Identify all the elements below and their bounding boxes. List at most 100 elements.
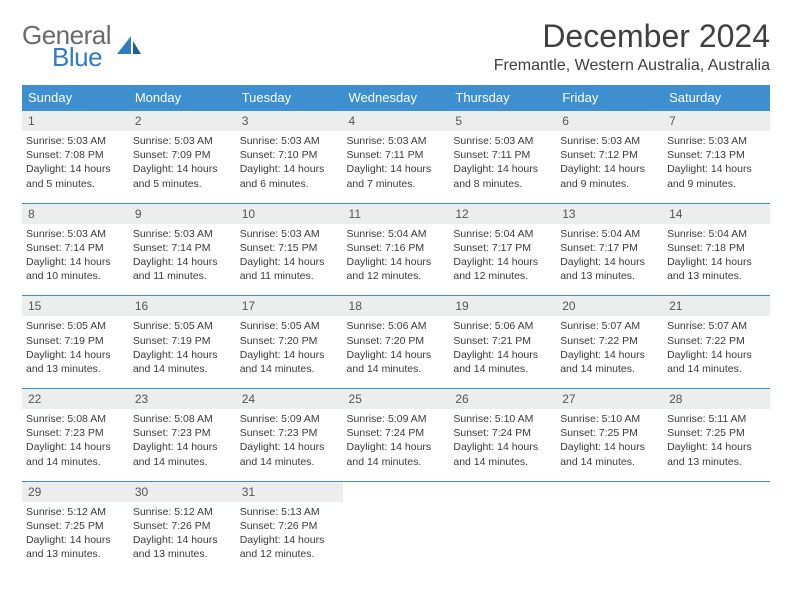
daylight-text: Daylight: 14 hours and 14 minutes. bbox=[347, 440, 446, 468]
day-body: Sunrise: 5:07 AMSunset: 7:22 PMDaylight:… bbox=[556, 316, 663, 388]
calendar-day-cell: 16Sunrise: 5:05 AMSunset: 7:19 PMDayligh… bbox=[129, 296, 236, 389]
sunset-text: Sunset: 7:22 PM bbox=[667, 334, 766, 348]
sunrise-text: Sunrise: 5:03 AM bbox=[240, 134, 339, 148]
day-number: 6 bbox=[556, 111, 663, 131]
sunset-text: Sunset: 7:10 PM bbox=[240, 148, 339, 162]
sunrise-text: Sunrise: 5:09 AM bbox=[240, 412, 339, 426]
day-body: Sunrise: 5:09 AMSunset: 7:23 PMDaylight:… bbox=[236, 409, 343, 481]
sunset-text: Sunset: 7:18 PM bbox=[667, 241, 766, 255]
sunset-text: Sunset: 7:22 PM bbox=[560, 334, 659, 348]
daylight-text: Daylight: 14 hours and 13 minutes. bbox=[667, 440, 766, 468]
sunrise-text: Sunrise: 5:05 AM bbox=[26, 319, 125, 333]
day-body: Sunrise: 5:10 AMSunset: 7:25 PMDaylight:… bbox=[556, 409, 663, 481]
sunrise-text: Sunrise: 5:03 AM bbox=[26, 227, 125, 241]
daylight-text: Daylight: 14 hours and 7 minutes. bbox=[347, 162, 446, 190]
calendar-day-cell: 8Sunrise: 5:03 AMSunset: 7:14 PMDaylight… bbox=[22, 203, 129, 296]
sunrise-text: Sunrise: 5:12 AM bbox=[26, 505, 125, 519]
calendar-day-cell: .... bbox=[449, 481, 556, 573]
day-body: Sunrise: 5:05 AMSunset: 7:19 PMDaylight:… bbox=[22, 316, 129, 388]
calendar-week-row: 29Sunrise: 5:12 AMSunset: 7:25 PMDayligh… bbox=[22, 481, 770, 573]
logo: General Blue bbox=[22, 22, 142, 70]
calendar-week-row: 15Sunrise: 5:05 AMSunset: 7:19 PMDayligh… bbox=[22, 296, 770, 389]
day-header-monday: Monday bbox=[129, 85, 236, 111]
calendar-day-cell: 2Sunrise: 5:03 AMSunset: 7:09 PMDaylight… bbox=[129, 111, 236, 204]
calendar-table: Sunday Monday Tuesday Wednesday Thursday… bbox=[22, 85, 770, 573]
day-number: 14 bbox=[663, 204, 770, 224]
day-number: 7 bbox=[663, 111, 770, 131]
day-body: Sunrise: 5:04 AMSunset: 7:16 PMDaylight:… bbox=[343, 224, 450, 296]
calendar-week-row: 1Sunrise: 5:03 AMSunset: 7:08 PMDaylight… bbox=[22, 111, 770, 204]
sunrise-text: Sunrise: 5:04 AM bbox=[560, 227, 659, 241]
daylight-text: Daylight: 14 hours and 14 minutes. bbox=[26, 440, 125, 468]
sunset-text: Sunset: 7:13 PM bbox=[667, 148, 766, 162]
day-number: 3 bbox=[236, 111, 343, 131]
daylight-text: Daylight: 14 hours and 12 minutes. bbox=[453, 255, 552, 283]
daylight-text: Daylight: 14 hours and 14 minutes. bbox=[560, 348, 659, 376]
calendar-day-cell: 3Sunrise: 5:03 AMSunset: 7:10 PMDaylight… bbox=[236, 111, 343, 204]
day-number: 21 bbox=[663, 296, 770, 316]
day-body: Sunrise: 5:03 AMSunset: 7:12 PMDaylight:… bbox=[556, 131, 663, 203]
calendar-day-cell: 17Sunrise: 5:05 AMSunset: 7:20 PMDayligh… bbox=[236, 296, 343, 389]
day-number: 30 bbox=[129, 482, 236, 502]
day-body: Sunrise: 5:05 AMSunset: 7:20 PMDaylight:… bbox=[236, 316, 343, 388]
day-header-tuesday: Tuesday bbox=[236, 85, 343, 111]
sunrise-text: Sunrise: 5:03 AM bbox=[347, 134, 446, 148]
sunrise-text: Sunrise: 5:05 AM bbox=[240, 319, 339, 333]
daylight-text: Daylight: 14 hours and 8 minutes. bbox=[453, 162, 552, 190]
day-number: 13 bbox=[556, 204, 663, 224]
daylight-text: Daylight: 14 hours and 14 minutes. bbox=[133, 440, 232, 468]
title-block: December 2024 Fremantle, Western Austral… bbox=[494, 18, 770, 75]
day-body: Sunrise: 5:03 AMSunset: 7:08 PMDaylight:… bbox=[22, 131, 129, 203]
calendar-day-cell: 19Sunrise: 5:06 AMSunset: 7:21 PMDayligh… bbox=[449, 296, 556, 389]
day-body: Sunrise: 5:12 AMSunset: 7:26 PMDaylight:… bbox=[129, 502, 236, 574]
day-body: Sunrise: 5:10 AMSunset: 7:24 PMDaylight:… bbox=[449, 409, 556, 481]
day-body: Sunrise: 5:03 AMSunset: 7:10 PMDaylight:… bbox=[236, 131, 343, 203]
day-number: 17 bbox=[236, 296, 343, 316]
calendar-day-cell: .... bbox=[343, 481, 450, 573]
sunset-text: Sunset: 7:11 PM bbox=[453, 148, 552, 162]
calendar-day-cell: .... bbox=[663, 481, 770, 573]
daylight-text: Daylight: 14 hours and 14 minutes. bbox=[453, 348, 552, 376]
daylight-text: Daylight: 14 hours and 13 minutes. bbox=[26, 533, 125, 561]
day-header-saturday: Saturday bbox=[663, 85, 770, 111]
sunrise-text: Sunrise: 5:07 AM bbox=[667, 319, 766, 333]
day-body: Sunrise: 5:03 AMSunset: 7:11 PMDaylight:… bbox=[449, 131, 556, 203]
calendar-day-cell: 12Sunrise: 5:04 AMSunset: 7:17 PMDayligh… bbox=[449, 203, 556, 296]
sunrise-text: Sunrise: 5:08 AM bbox=[26, 412, 125, 426]
sunrise-text: Sunrise: 5:03 AM bbox=[453, 134, 552, 148]
sunset-text: Sunset: 7:20 PM bbox=[240, 334, 339, 348]
day-number: 18 bbox=[343, 296, 450, 316]
sunset-text: Sunset: 7:08 PM bbox=[26, 148, 125, 162]
daylight-text: Daylight: 14 hours and 5 minutes. bbox=[26, 162, 125, 190]
day-body: Sunrise: 5:11 AMSunset: 7:25 PMDaylight:… bbox=[663, 409, 770, 481]
sunset-text: Sunset: 7:20 PM bbox=[347, 334, 446, 348]
sunset-text: Sunset: 7:25 PM bbox=[26, 519, 125, 533]
sunrise-text: Sunrise: 5:04 AM bbox=[667, 227, 766, 241]
daylight-text: Daylight: 14 hours and 14 minutes. bbox=[560, 440, 659, 468]
day-body: Sunrise: 5:06 AMSunset: 7:20 PMDaylight:… bbox=[343, 316, 450, 388]
daylight-text: Daylight: 14 hours and 9 minutes. bbox=[560, 162, 659, 190]
day-number: 2 bbox=[129, 111, 236, 131]
sunset-text: Sunset: 7:23 PM bbox=[133, 426, 232, 440]
day-body: Sunrise: 5:05 AMSunset: 7:19 PMDaylight:… bbox=[129, 316, 236, 388]
sunset-text: Sunset: 7:16 PM bbox=[347, 241, 446, 255]
sunset-text: Sunset: 7:15 PM bbox=[240, 241, 339, 255]
day-body: Sunrise: 5:06 AMSunset: 7:21 PMDaylight:… bbox=[449, 316, 556, 388]
calendar-day-cell: 24Sunrise: 5:09 AMSunset: 7:23 PMDayligh… bbox=[236, 389, 343, 482]
sunrise-text: Sunrise: 5:03 AM bbox=[133, 227, 232, 241]
daylight-text: Daylight: 14 hours and 12 minutes. bbox=[240, 533, 339, 561]
day-header-friday: Friday bbox=[556, 85, 663, 111]
day-header-thursday: Thursday bbox=[449, 85, 556, 111]
calendar-day-cell: 13Sunrise: 5:04 AMSunset: 7:17 PMDayligh… bbox=[556, 203, 663, 296]
sunset-text: Sunset: 7:26 PM bbox=[240, 519, 339, 533]
sunrise-text: Sunrise: 5:12 AM bbox=[133, 505, 232, 519]
sunset-text: Sunset: 7:14 PM bbox=[133, 241, 232, 255]
daylight-text: Daylight: 14 hours and 13 minutes. bbox=[26, 348, 125, 376]
day-body: Sunrise: 5:08 AMSunset: 7:23 PMDaylight:… bbox=[22, 409, 129, 481]
day-body: Sunrise: 5:03 AMSunset: 7:15 PMDaylight:… bbox=[236, 224, 343, 296]
sunrise-text: Sunrise: 5:04 AM bbox=[347, 227, 446, 241]
day-number: 15 bbox=[22, 296, 129, 316]
day-number: 28 bbox=[663, 389, 770, 409]
calendar-day-cell: 29Sunrise: 5:12 AMSunset: 7:25 PMDayligh… bbox=[22, 481, 129, 573]
sunset-text: Sunset: 7:23 PM bbox=[26, 426, 125, 440]
